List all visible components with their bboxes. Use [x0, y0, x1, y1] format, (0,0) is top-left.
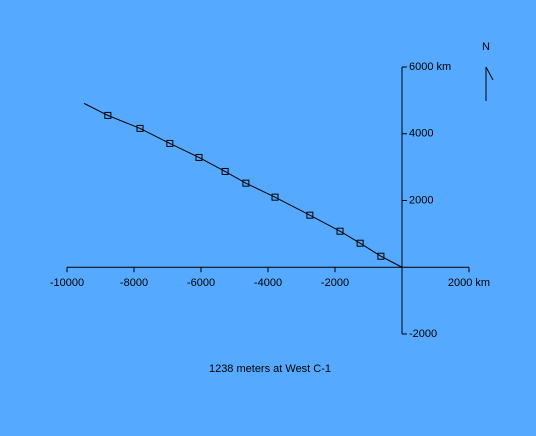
- marker: [336, 227, 344, 235]
- x-tick-label: -8000: [120, 277, 148, 289]
- x-tick-label: 2000 km: [448, 277, 490, 289]
- marker: [242, 179, 250, 187]
- marker: [377, 252, 385, 260]
- marker: [166, 139, 174, 147]
- north-label: N: [482, 41, 490, 53]
- y-tick-label: 2000: [409, 194, 433, 206]
- x-tick-label: -6000: [187, 277, 215, 289]
- marker: [136, 124, 144, 132]
- marker: [306, 211, 314, 219]
- marker: [221, 167, 229, 175]
- marker: [195, 153, 203, 161]
- caption: 1238 meters at West C-1: [209, 363, 331, 375]
- x-tick-label: -10000: [50, 277, 84, 289]
- marker: [271, 193, 279, 201]
- x-tick-label: -2000: [321, 277, 349, 289]
- north-arrow: [485, 66, 494, 101]
- x-tick-label: -4000: [254, 277, 282, 289]
- y-tick-label: 4000: [409, 128, 433, 140]
- marker: [104, 111, 112, 119]
- y-tick-label: 6000 km: [409, 61, 451, 73]
- track-line: [83, 102, 403, 268]
- y-tick-label: -2000: [409, 328, 437, 340]
- marker: [356, 239, 364, 247]
